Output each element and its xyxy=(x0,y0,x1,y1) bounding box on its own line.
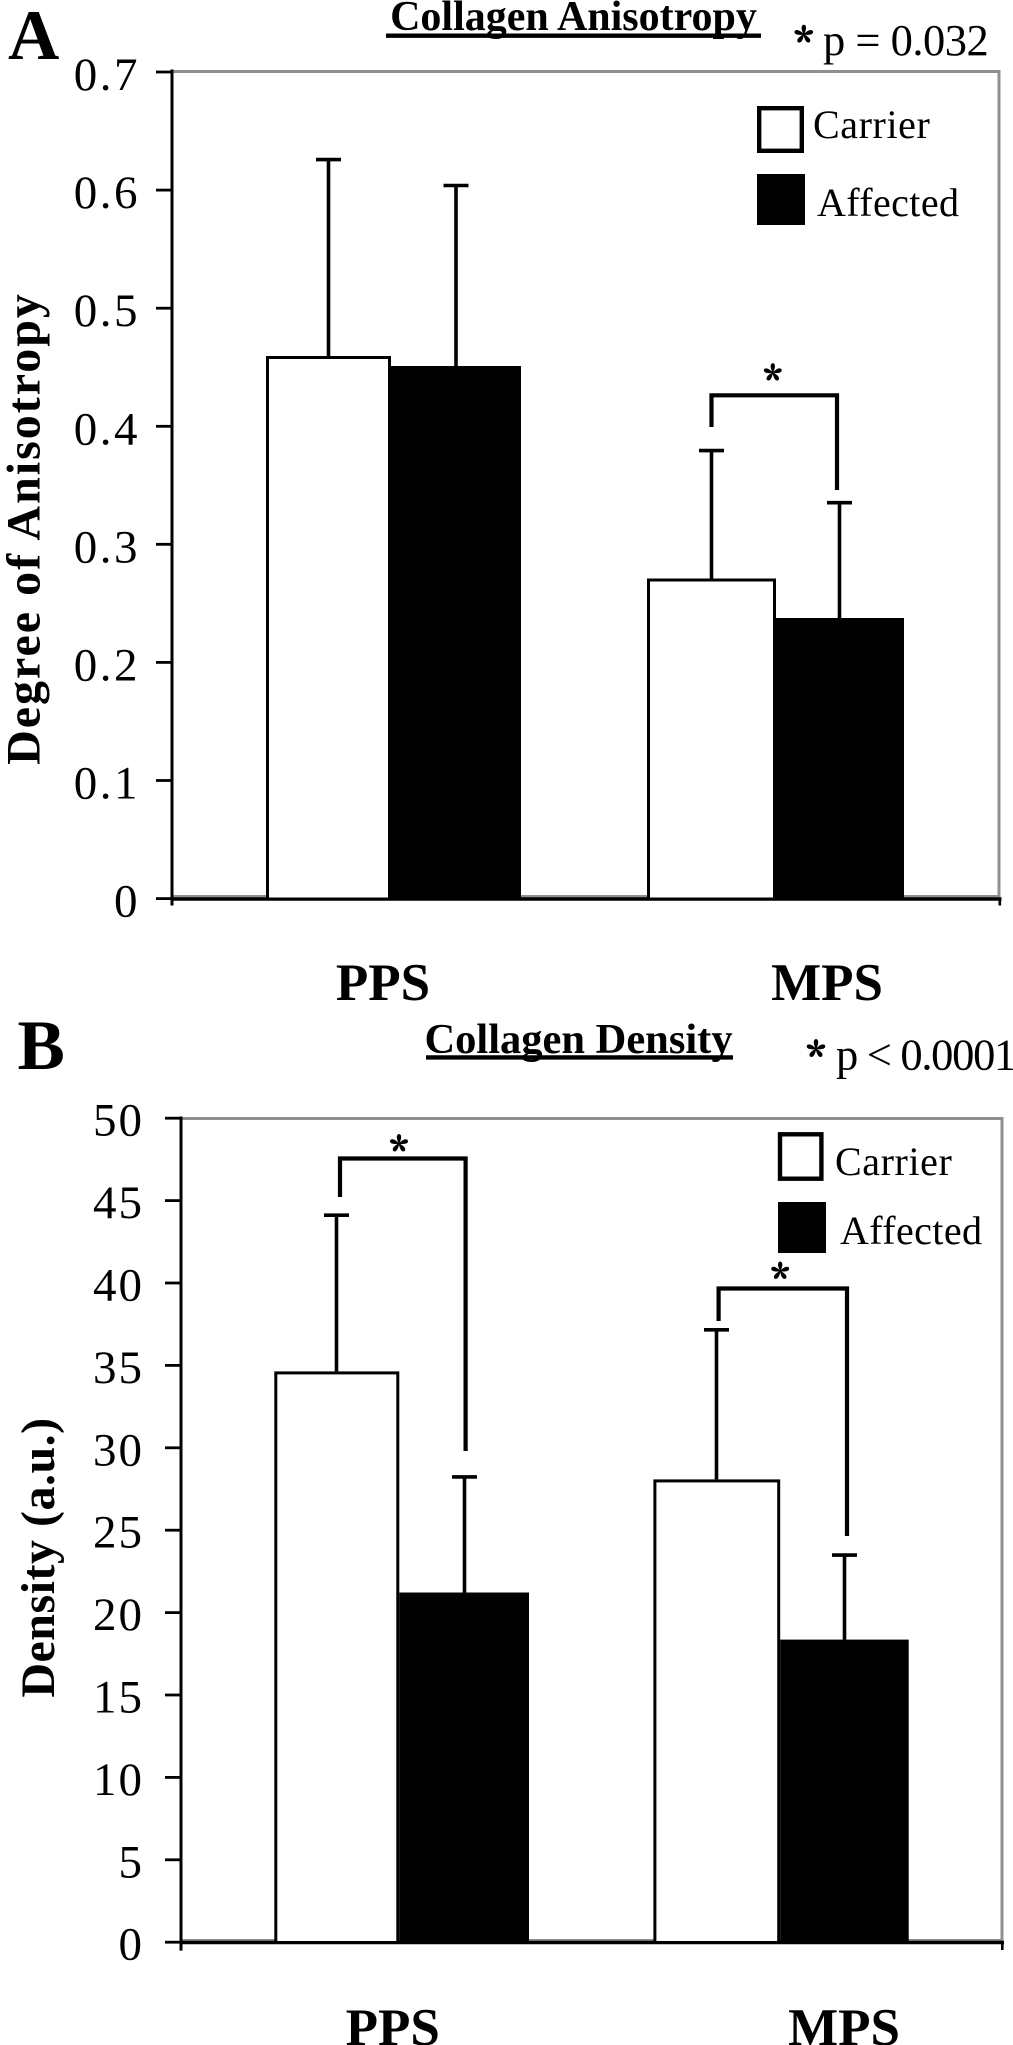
svg-text:15: 15 xyxy=(93,1672,144,1724)
svg-text:Density (a.u.): Density (a.u.) xyxy=(12,1417,65,1697)
svg-text:MPS: MPS xyxy=(771,954,883,1012)
svg-text:20: 20 xyxy=(93,1589,144,1641)
svg-text:0.4: 0.4 xyxy=(74,403,140,455)
svg-text:Carrier: Carrier xyxy=(835,1139,952,1184)
svg-text:0.5: 0.5 xyxy=(74,285,140,337)
svg-text:0.7: 0.7 xyxy=(74,49,140,101)
svg-text:50: 50 xyxy=(93,1095,144,1147)
svg-text:Affected: Affected xyxy=(817,180,959,225)
svg-text:10: 10 xyxy=(93,1754,144,1806)
svg-text:40: 40 xyxy=(93,1260,144,1312)
svg-text:45: 45 xyxy=(93,1177,144,1229)
svg-text:0: 0 xyxy=(119,1919,145,1971)
svg-text:B: B xyxy=(18,1007,65,1085)
svg-text:p < 0.0001: p < 0.0001 xyxy=(836,1030,1013,1080)
svg-text:Affected: Affected xyxy=(840,1208,982,1253)
svg-text:0.3: 0.3 xyxy=(74,521,140,573)
svg-text:Degree of Anisotropy: Degree of Anisotropy xyxy=(0,292,51,765)
svg-text:0.6: 0.6 xyxy=(74,167,140,219)
svg-text:MPS: MPS xyxy=(788,1999,900,2045)
svg-text:35: 35 xyxy=(93,1342,144,1394)
svg-text:30: 30 xyxy=(93,1424,144,1476)
svg-text:0.1: 0.1 xyxy=(74,758,140,810)
svg-text:PPS: PPS xyxy=(336,954,430,1012)
svg-text:A: A xyxy=(8,0,59,75)
svg-text:0.2: 0.2 xyxy=(74,639,140,691)
svg-text:25: 25 xyxy=(93,1507,144,1559)
svg-text:p = 0.032: p = 0.032 xyxy=(823,15,988,65)
svg-text:Carrier: Carrier xyxy=(813,102,930,147)
svg-text:Collagen Anisotropy: Collagen Anisotropy xyxy=(390,0,757,40)
svg-text:Collagen Density: Collagen Density xyxy=(424,1016,732,1063)
svg-text:PPS: PPS xyxy=(346,1999,440,2045)
svg-text:0: 0 xyxy=(114,876,140,928)
svg-text:5: 5 xyxy=(119,1836,145,1888)
